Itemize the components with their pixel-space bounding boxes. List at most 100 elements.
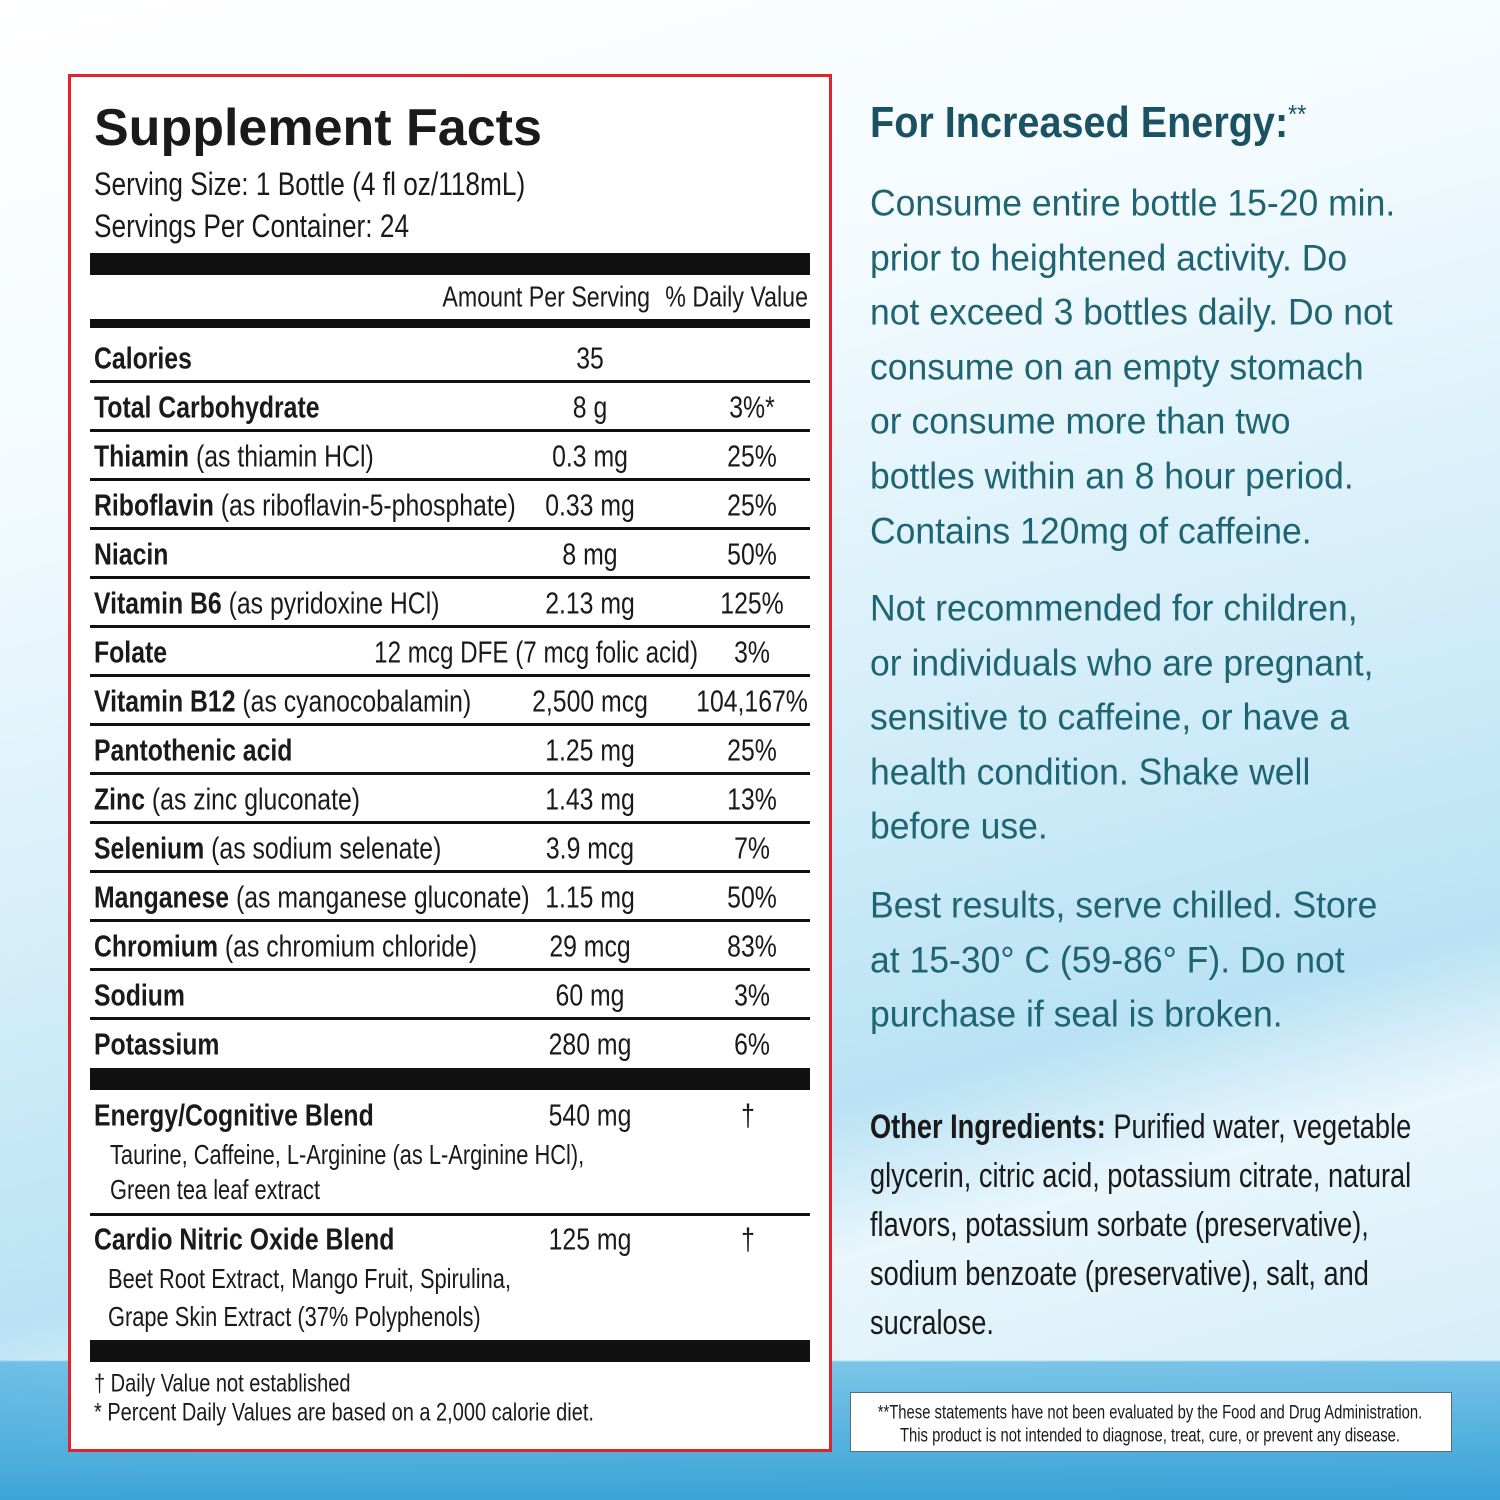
nutrient-name: Vitamin B6 (as pyridoxine HCl) (94, 588, 439, 619)
daily-value: 6% (734, 1026, 770, 1062)
amount: 1.15 mg (545, 879, 635, 915)
amount: 8 g (572, 389, 608, 425)
daily-value: 50% (727, 879, 777, 915)
nutrient-name-text: Selenium (94, 830, 205, 866)
amount: 0.33 mg (545, 487, 635, 523)
amount: 2.13 mg (545, 585, 635, 621)
amount: 8 mg (562, 536, 618, 572)
rule (90, 527, 810, 530)
rule (90, 576, 810, 579)
daily-value: 3% (734, 634, 770, 670)
nutrient-name: Vitamin B12 (as cyanocobalamin) (94, 686, 471, 717)
rule (90, 380, 810, 383)
disclaimer-line: **These statements have not been evaluat… (877, 1402, 1423, 1424)
directions-line: Best results, serve chilled. Store (870, 884, 1378, 926)
nutrient-name-text: Niacin (94, 536, 169, 572)
amount: 125 mg (548, 1221, 632, 1257)
nutrient-note: (as cyanocobalamin) (242, 683, 472, 719)
rule (90, 772, 810, 775)
rule (90, 674, 810, 677)
other-ingredients-line: Other Ingredients: Purified water, veget… (870, 1110, 1411, 1144)
directions-line: sensitive to caffeine, or have a (870, 696, 1350, 738)
nutrient-name-text: Folate (94, 634, 168, 670)
blend-ingredients: Taurine, Caffeine, L-Arginine (as L-Argi… (110, 1139, 585, 1170)
rule (90, 478, 810, 481)
rule (90, 1068, 810, 1090)
daily-value: 83% (727, 928, 777, 964)
daily-value: 3%* (729, 389, 775, 425)
nutrient-name-text: Pantothenic acid (94, 732, 293, 768)
other-ingredients-line: sodium benzoate (preservative), salt, an… (870, 1255, 1369, 1293)
rule (90, 821, 810, 824)
footnote: † Daily Value not established (94, 1369, 351, 1398)
rule (90, 919, 810, 922)
nutrient-name: Chromium (as chromium chloride) (94, 931, 477, 962)
other-ingredients-line: sucralose. (870, 1304, 994, 1342)
directions-line: prior to heightened activity. Do (870, 237, 1348, 279)
daily-value: 104,167% (696, 683, 808, 719)
rule (90, 1017, 810, 1020)
nutrient-name: Niacin (94, 539, 168, 570)
amount: 0.3 mg (552, 438, 628, 474)
directions-heading: For Increased Energy:** (870, 101, 1306, 145)
directions-line: or consume more than two (870, 400, 1291, 442)
daily-value: 13% (727, 781, 777, 817)
nutrient-name-text: Zinc (94, 781, 145, 817)
rule (90, 319, 810, 328)
directions-line: bottles within an 8 hour period. (870, 455, 1354, 497)
daily-value: † (741, 1097, 755, 1133)
nutrient-name: Thiamin (as thiamin HCl) (94, 441, 374, 472)
amount: 2,500 mcg (532, 683, 648, 719)
disclaimer-box (850, 1392, 1452, 1452)
nutrient-note: (as chromium chloride) (224, 928, 478, 964)
nutrient-note: (as thiamin HCl) (195, 438, 374, 474)
nutrient-name: Riboflavin (as riboflavin-5-phosphate) (94, 490, 516, 521)
directions-line: Contains 120mg of caffeine. (870, 510, 1312, 552)
rule (90, 1213, 810, 1216)
nutrient-name-text: Potassium (94, 1026, 220, 1062)
nutrient-name: Selenium (as sodium selenate) (94, 833, 441, 864)
nutrient-name: Total Carbohydrate (94, 392, 320, 423)
nutrient-name: Zinc (as zinc gluconate) (94, 784, 360, 815)
supplement-facts-panel (68, 74, 832, 1452)
other-ingredients-text: Purified water, vegetable (1113, 1108, 1412, 1146)
nutrient-name-text: Sodium (94, 977, 185, 1013)
directions-line: Consume entire bottle 15-20 min. (870, 182, 1396, 224)
rule (90, 968, 810, 971)
daily-value: 3% (734, 977, 770, 1013)
blend-ingredients: Beet Root Extract, Mango Fruit, Spirulin… (108, 1263, 512, 1294)
blend-ingredients: Grape Skin Extract (37% Polyphenols) (108, 1301, 481, 1332)
amount: 12 mcg DFE (7 mcg folic acid) (374, 634, 698, 670)
nutrient-note: (as riboflavin-5-phosphate) (220, 487, 516, 523)
directions-line: health condition. Shake well (870, 751, 1311, 793)
nutrient-name-text: Chromium (94, 928, 218, 964)
nutrient-name-text: Thiamin (94, 438, 190, 474)
nutrient-note: (as pyridoxine HCl) (228, 585, 440, 621)
directions-line: Not recommended for children, (870, 587, 1358, 629)
amount: 1.25 mg (545, 732, 635, 768)
other-ingredients-label: Other Ingredients: (870, 1108, 1106, 1146)
blend-ingredients: Green tea leaf extract (110, 1174, 321, 1205)
nutrient-name: Pantothenic acid (94, 735, 292, 766)
nutrient-note: (as zinc gluconate) (151, 781, 361, 817)
nutrient-name-text: Total Carbohydrate (94, 389, 320, 425)
nutrient-name: Potassium (94, 1029, 219, 1060)
blend-name: Cardio Nitric Oxide Blend (94, 1221, 395, 1257)
amount: 35 (576, 340, 604, 376)
nutrient-name-text: Calories (94, 340, 192, 376)
daily-value: 7% (734, 830, 770, 866)
rule (90, 429, 810, 432)
daily-value: 25% (727, 732, 777, 768)
directions-line: at 15-30° C (59-86° F). Do not (870, 939, 1345, 981)
amount: 280 mg (548, 1026, 632, 1062)
amount: 1.43 mg (545, 781, 635, 817)
amount: 29 mcg (549, 928, 631, 964)
daily-value: 25% (727, 487, 777, 523)
nutrient-note: (as manganese gluconate) (235, 879, 530, 915)
nutrient-name-text: Manganese (94, 879, 230, 915)
directions-line: not exceed 3 bottles daily. Do not (870, 291, 1393, 333)
rule (90, 723, 810, 726)
other-ingredients-line: flavors, potassium sorbate (preservative… (870, 1206, 1369, 1244)
serving-size: Serving Size: 1 Bottle (4 fl oz/118mL) (94, 166, 526, 202)
